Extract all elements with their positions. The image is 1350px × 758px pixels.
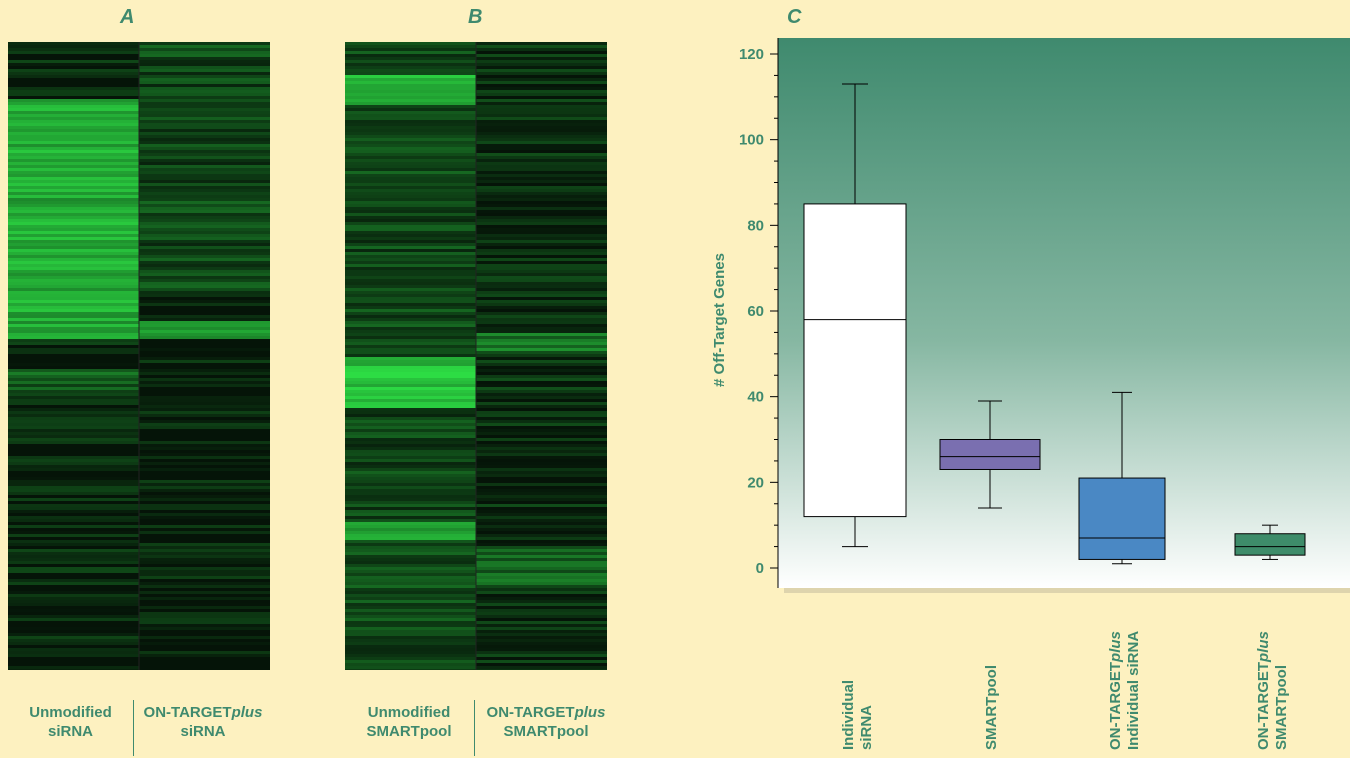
y-tick-label: 20 (747, 474, 764, 491)
y-tick-label: 60 (747, 303, 764, 320)
box-iqr (1078, 477, 1166, 560)
box-iqr (1234, 533, 1306, 556)
category-label-2: SMARTpool (983, 665, 1000, 750)
heatmap-b (345, 42, 607, 670)
box-3 (1078, 391, 1166, 565)
heatmap-a-label-separator (133, 700, 134, 756)
y-tick-label: 0 (756, 560, 764, 577)
heatmap-stripes (345, 42, 607, 670)
panel-c-letter: C (787, 6, 802, 28)
heatmap-a-right-label: ON-TARGETplus siRNA (143, 704, 263, 740)
box-2 (939, 400, 1041, 509)
category-label-line: ON-TARGETplus (1107, 631, 1124, 750)
y-tick-label: 100 (739, 132, 764, 149)
category-label-1: Individual siRNA (840, 680, 875, 750)
box-iqr (939, 439, 1041, 470)
box-iqr (803, 203, 907, 518)
category-label-3: ON-TARGETplus Individual siRNA (1107, 631, 1142, 750)
boxes (803, 83, 1306, 565)
y-axis: 0 20 40 60 80 100 120 (739, 38, 779, 588)
y-axis-label: # Off-Target Genes (711, 253, 728, 387)
heatmap-a (8, 42, 270, 670)
category-label-line: ON-TARGETplus (1255, 631, 1272, 750)
box-4 (1234, 524, 1306, 560)
panel-a-letter: A (120, 6, 135, 28)
y-tick-label: 40 (747, 389, 764, 406)
heatmap-stripes (8, 42, 270, 670)
category-label-line: Individual siRNA (1125, 631, 1142, 750)
category-label-line: siRNA (858, 705, 875, 750)
y-tick-label: 80 (747, 217, 764, 234)
heatmap-b-left-label: Unmodified SMARTpool (366, 704, 452, 740)
x-category-labels: Individual siRNA SMARTpool ON-TARGETplus Ind… (840, 631, 1290, 750)
heatmap-a-left-label: Unmodified siRNA (29, 704, 112, 740)
category-label-line: Individual (840, 680, 857, 750)
category-label-line: SMARTpool (1273, 665, 1290, 750)
y-tick-label: 120 (739, 46, 764, 63)
category-label-line: SMARTpool (983, 665, 1000, 750)
heatmap-b-label-separator (474, 700, 475, 756)
heatmap-b-right-label: ON-TARGETplus SMARTpool (486, 704, 606, 740)
panel-b-letter: B (468, 6, 483, 28)
box-plot-chart: 0 20 40 60 80 100 120 Individual siRNA SMARTpool… (711, 38, 1350, 750)
box-1 (803, 83, 907, 548)
